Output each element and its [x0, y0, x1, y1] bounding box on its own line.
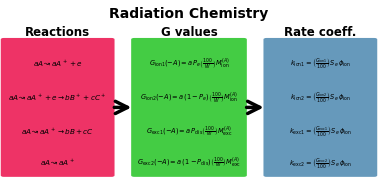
Text: G values: G values [161, 26, 217, 39]
Text: Reactions: Reactions [25, 26, 90, 39]
FancyBboxPatch shape [131, 38, 247, 177]
Text: Rate coeff.: Rate coeff. [284, 26, 356, 39]
Text: $k_{\mathrm{ion1}} = \left(\frac{G_{\mathrm{ion1}}}{100}\right) S_e\,\phi_{\math: $k_{\mathrm{ion1}} = \left(\frac{G_{\mat… [290, 56, 351, 71]
Text: $G_{\mathrm{ion2}}(-A) = a\,(1-P_e) \left(\frac{100}{W}\right) M^{(A)}_{\mathrm{: $G_{\mathrm{ion2}}(-A) = a\,(1-P_e) \lef… [140, 90, 238, 105]
Text: $k_{\mathrm{exc2}} = \left(\frac{G_{\mathrm{exc2}}}{100}\right) S_e\,\phi_{\math: $k_{\mathrm{exc2}} = \left(\frac{G_{\mat… [289, 156, 352, 171]
Text: $aA \rightsquigarrow aA^+ \rightarrow bB + cC$: $aA \rightsquigarrow aA^+ \rightarrow bB… [21, 127, 94, 137]
Text: $G_{\mathrm{exc1}}(-A) = a\,P_{\mathrm{dis}} \left(\frac{100}{W}\right) M^{(A)}_: $G_{\mathrm{exc1}}(-A) = a\,P_{\mathrm{d… [146, 125, 232, 139]
Text: $G_{\mathrm{ion1}}(-A) = a\,P_e \left(\frac{100}{W}\right) M^{(A)}_{\mathrm{ion}: $G_{\mathrm{ion1}}(-A) = a\,P_e \left(\f… [149, 56, 229, 71]
Text: $aA \rightsquigarrow aA^+ + e \rightarrow bB^+ + cC^+$: $aA \rightsquigarrow aA^+ + e \rightarro… [8, 93, 107, 103]
Text: Radiation Chemistry: Radiation Chemistry [109, 7, 269, 21]
FancyBboxPatch shape [263, 38, 377, 177]
Text: $aA \rightsquigarrow aA^+$: $aA \rightsquigarrow aA^+$ [40, 158, 75, 168]
Text: $k_{\mathrm{ion2}} = \left(\frac{G_{\mathrm{ion2}}}{100}\right) S_e\,\phi_{\math: $k_{\mathrm{ion2}} = \left(\frac{G_{\mat… [290, 90, 351, 105]
Text: $k_{\mathrm{exc1}} = \left(\frac{G_{\mathrm{exc1}}}{100}\right) S_e\,\phi_{\math: $k_{\mathrm{exc1}} = \left(\frac{G_{\mat… [289, 124, 352, 139]
Text: $G_{\mathrm{exc2}}(-A) = a\,(1-P_{\mathrm{dis}}) \left(\frac{100}{W}\right) M^{(: $G_{\mathrm{exc2}}(-A) = a\,(1-P_{\mathr… [137, 156, 241, 170]
Text: $aA \rightsquigarrow aA^+ + e$: $aA \rightsquigarrow aA^+ + e$ [33, 59, 82, 69]
FancyBboxPatch shape [1, 38, 115, 177]
